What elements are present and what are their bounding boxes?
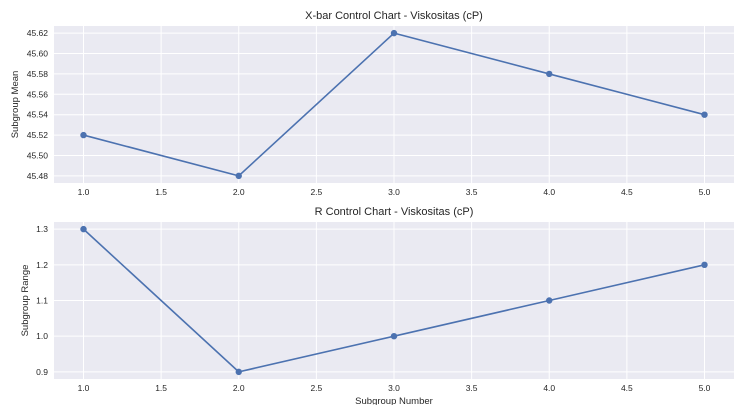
xbar-y-tick-label: 45.48 [27, 171, 49, 181]
r-y-axis-label: Subgroup Range [20, 265, 31, 337]
r-x-tick-label: 1.5 [155, 383, 167, 393]
xbar-x-tick-label: 3.5 [466, 187, 478, 197]
xbar-x-tick-label: 1.5 [155, 187, 167, 197]
xbar-x-tick-label: 2.0 [233, 187, 245, 197]
r-y-tick-label: 0.9 [36, 367, 48, 377]
xbar-data-point [390, 29, 398, 37]
r-x-tick-label: 5.0 [699, 383, 711, 393]
xbar-x-tick-label: 3.0 [388, 187, 400, 197]
xbar-x-tick-label: 2.5 [310, 187, 322, 197]
xbar-y-tick-label: 45.60 [27, 49, 49, 59]
r-y-tick-label: 1.0 [36, 331, 48, 341]
xbar-gridlines [54, 26, 734, 183]
r-y-tick-label: 1.3 [36, 224, 48, 234]
r-data-point [390, 332, 398, 340]
xbar-chart-title: X-bar Control Chart - Viskositas (cP) [305, 10, 483, 22]
r-chart-title: R Control Chart - Viskositas (cP) [315, 206, 474, 218]
xbar-data-point [235, 172, 242, 180]
xbar-y-tick-label: 45.56 [27, 89, 49, 99]
r-data-point [546, 297, 553, 304]
r-chart: R Control Chart - Viskositas (cP) Subgro… [20, 206, 734, 405]
xbar-x-ticks: 1.0 1.5 2.0 2.5 3.0 3.5 4.0 4.5 5.0 [78, 187, 711, 197]
xbar-y-tick-label: 45.52 [27, 130, 49, 140]
xbar-x-tick-label: 4.0 [543, 187, 555, 197]
xbar-data-point [546, 70, 553, 78]
r-data-point [701, 261, 708, 269]
r-series [80, 225, 708, 376]
xbar-x-tick-label: 4.5 [621, 187, 633, 197]
r-y-tick-label: 1.2 [36, 260, 48, 270]
xbar-y-axis-label: Subgroup Mean [10, 71, 21, 139]
r-x-axis-label: Subgroup Number [355, 396, 433, 405]
r-x-tick-label: 2.5 [310, 383, 322, 393]
xbar-y-tick-label: 45.62 [27, 28, 49, 38]
xbar-data-point [80, 131, 87, 139]
xbar-series [80, 29, 708, 180]
r-data-point [235, 368, 242, 376]
r-x-tick-label: 3.0 [388, 383, 400, 393]
xbar-x-tick-label: 5.0 [699, 187, 711, 197]
xbar-x-tick-label: 1.0 [78, 187, 90, 197]
r-x-ticks: 1.0 1.5 2.0 2.5 3.0 3.5 4.0 4.5 5.0 [78, 383, 711, 393]
r-x-tick-label: 1.0 [78, 383, 90, 393]
xbar-y-tick-label: 45.54 [27, 110, 49, 120]
xbar-data-point [701, 111, 708, 118]
xbar-y-tick-label: 45.50 [27, 150, 49, 160]
r-data-point [80, 225, 87, 233]
r-x-tick-label: 4.5 [621, 383, 633, 393]
r-x-tick-label: 4.0 [543, 383, 555, 393]
r-x-tick-label: 3.5 [466, 383, 478, 393]
r-y-tick-label: 1.1 [36, 296, 48, 306]
xbar-chart: X-bar Control Chart - Viskositas (cP) Su… [10, 10, 734, 197]
r-x-tick-label: 2.0 [233, 383, 245, 393]
xbar-y-ticks: 45.48 45.50 45.52 45.54 45.56 45.58 45.60 45.62 [27, 28, 49, 181]
xbar-y-tick-label: 45.58 [27, 69, 49, 79]
r-y-ticks: 0.9 1.0 1.1 1.2 1.3 [36, 224, 48, 377]
